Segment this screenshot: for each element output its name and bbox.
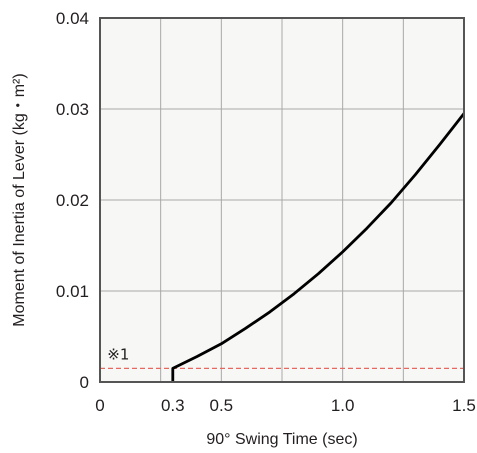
- gridlines: [100, 18, 464, 382]
- series-line: [171, 112, 466, 382]
- y-tick-label-2: 0.02: [56, 191, 89, 210]
- x-tick-label-0: 0: [95, 396, 104, 415]
- y-tick-label-3: 0.03: [56, 100, 89, 119]
- annotation-note: ※1: [107, 345, 129, 363]
- x-axis-title: 90° Swing Time (sec): [206, 431, 357, 448]
- x-tick-label-2: 0.5: [210, 396, 234, 415]
- y-tick-label-0: 0: [80, 373, 89, 392]
- x-tick-label-1: 0.3: [161, 396, 185, 415]
- x-tick-label-3: 1.0: [331, 396, 355, 415]
- y-tick-label-4: 0.04: [56, 9, 89, 28]
- y-axis-title: Moment of Inertia of Lever (kg・m²): [11, 73, 28, 326]
- y-tick-label-1: 0.01: [56, 282, 89, 301]
- y-tick-labels: 0 0.01 0.02 0.03 0.04: [56, 9, 89, 392]
- plot-frame: [99, 17, 465, 383]
- x-tick-labels: 0 0.3 0.5 1.0 1.5: [95, 396, 476, 415]
- x-tick-label-4: 1.5: [452, 396, 476, 415]
